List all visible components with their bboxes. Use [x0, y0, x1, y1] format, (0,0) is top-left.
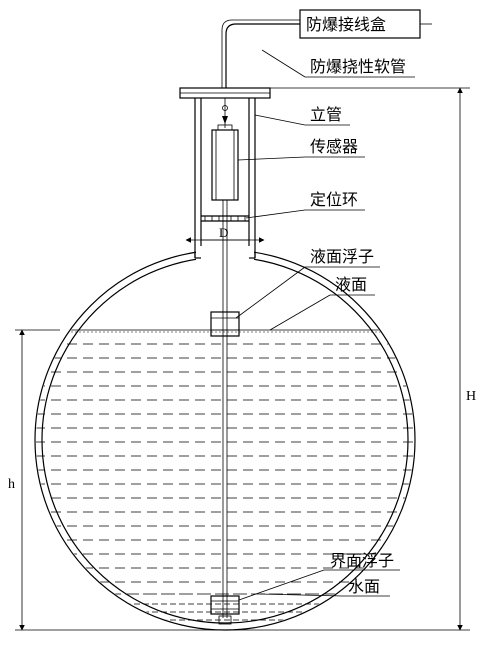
liquid-region	[35, 332, 415, 620]
dim-h-cap: H	[466, 389, 476, 404]
tank-outer	[35, 250, 415, 630]
interface-float-label: 界面浮子	[330, 552, 394, 570]
standpipe-label: 立管	[310, 106, 342, 124]
conduit	[226, 24, 300, 88]
junction-box-label: 防爆接线盒	[306, 15, 386, 34]
locating-ring-label: 定位环	[310, 191, 358, 209]
liquid-float	[211, 312, 239, 336]
sensor-label: 传感器	[310, 138, 358, 156]
liquid-surface-label: 液面	[335, 276, 367, 294]
interface-float	[211, 596, 239, 614]
water-surface-label: 水面	[348, 578, 380, 596]
locating-ring	[201, 216, 249, 221]
flex-conduit-label: 防爆挠性软管	[310, 57, 406, 76]
dim-h: h	[8, 477, 15, 492]
liquid-float-label: 液面浮子	[310, 248, 374, 266]
